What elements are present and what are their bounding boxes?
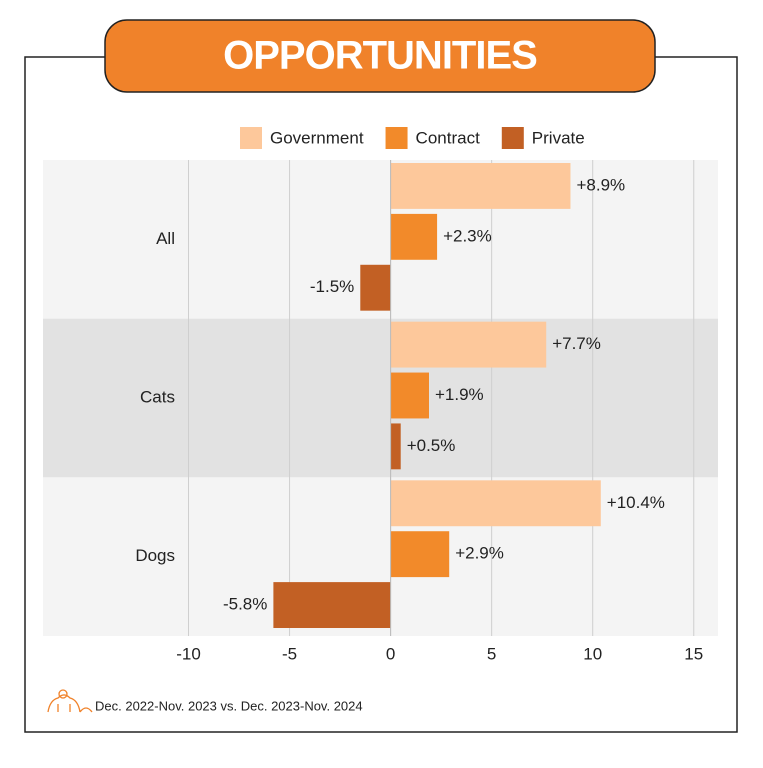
legend-label: Contract [416,128,481,147]
y-tick-label: Dogs [135,546,175,565]
legend-label: Private [532,128,585,147]
x-tick-label: -5 [282,644,297,663]
x-tick-label: -10 [176,644,201,663]
bar [390,213,438,260]
value-label: +8.9% [576,175,625,194]
value-label: +2.9% [455,544,504,563]
value-label: +10.4% [607,493,665,512]
value-label: -5.8% [223,595,267,614]
y-tick-label: Cats [140,387,175,406]
legend-swatch [501,127,524,149]
x-tick-label: 10 [583,644,602,663]
category-band [43,318,718,478]
legend-swatch [240,127,262,149]
value-label: +2.3% [443,226,492,245]
bar [390,423,401,470]
x-tick-label: 5 [487,644,496,663]
legend-label: Government [270,128,364,147]
bar [390,480,601,527]
x-tick-label: 15 [684,644,703,663]
value-label: +0.5% [407,436,456,455]
y-tick-label: All [156,229,175,248]
value-label: +1.9% [435,385,484,404]
bar [390,531,450,578]
bar [390,163,571,209]
bar [360,264,391,311]
value-label: -1.5% [310,277,354,296]
value-label: +7.7% [552,334,601,353]
title-pill [104,19,656,93]
x-tick-label: 0 [386,644,395,663]
chart-title: OPPORTUNITIES [223,34,537,78]
footnote-icon [47,689,93,713]
legend-swatch [385,127,408,149]
bar [390,321,547,368]
footnote: Dec. 2022-Nov. 2023 vs. Dec. 2023-Nov. 2… [95,698,363,713]
bar [273,582,391,628]
bar [390,372,430,419]
